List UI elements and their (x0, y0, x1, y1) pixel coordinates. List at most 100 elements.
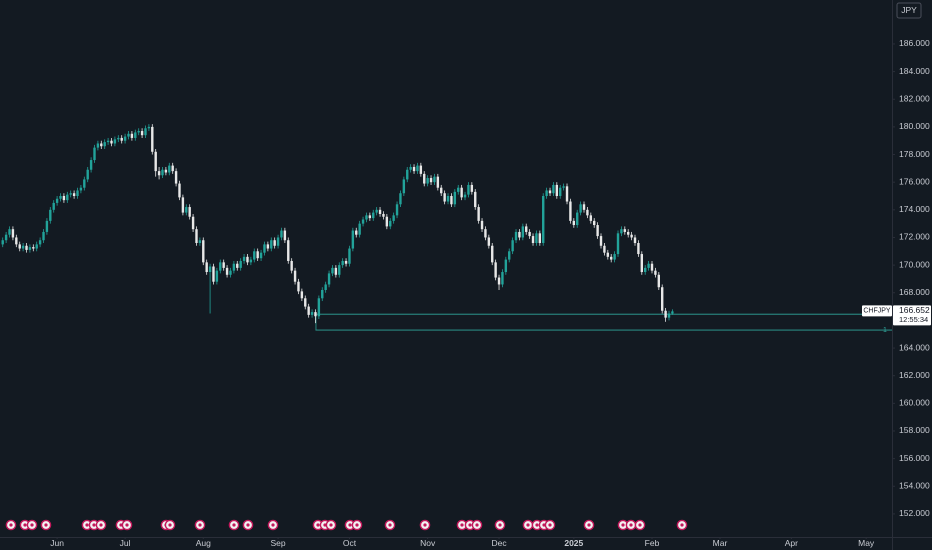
candle-body (154, 151, 157, 172)
candle-body (229, 270, 232, 275)
event-icon-dot (348, 523, 352, 527)
candle-body (35, 244, 38, 249)
candle-body (317, 298, 321, 317)
candle-body (79, 187, 83, 191)
candle-body (355, 230, 358, 235)
countdown-label: 12:55:34 (899, 315, 928, 324)
candle-body (120, 137, 123, 141)
candle-body (144, 128, 147, 136)
candle-body (185, 207, 188, 213)
candle-body (181, 197, 185, 213)
candle-body (304, 298, 307, 307)
candle-body (440, 187, 443, 194)
x-tick-label: Jun (50, 538, 64, 548)
candle-body (644, 267, 647, 273)
candle-body (412, 166, 416, 172)
candle-body (423, 173, 426, 184)
candle-body (38, 240, 42, 245)
y-tick-label: 156.000 (899, 453, 930, 463)
candle-body (542, 196, 545, 243)
candle-body (338, 265, 341, 275)
y-tick-label: 170.000 (899, 259, 930, 269)
event-icon-dot (460, 523, 464, 527)
candle-body (25, 245, 28, 250)
candle-body (593, 220, 596, 226)
candle-body (406, 169, 409, 180)
candle-body (647, 263, 650, 268)
candle-body (93, 147, 96, 161)
candle-body (613, 254, 616, 260)
candle-body (630, 234, 633, 238)
event-icon-dot (475, 523, 479, 527)
candle-body (236, 263, 239, 268)
candle-body (562, 186, 565, 188)
candle-body (8, 229, 11, 235)
candle-body (610, 256, 613, 260)
candle-body (385, 216, 389, 227)
candle-body (283, 230, 287, 241)
candle-body (83, 179, 86, 188)
x-tick-label: Dec (491, 538, 507, 548)
candle-body (623, 229, 627, 232)
candle-body (191, 216, 195, 230)
candle-body (358, 223, 361, 235)
candle-body (474, 191, 477, 208)
candle-body (168, 165, 171, 173)
event-icon-dot (232, 523, 236, 527)
candle-body (535, 233, 538, 243)
x-tick-label: Aug (196, 538, 211, 548)
candle-body (11, 229, 15, 238)
candle-body (225, 267, 229, 275)
candle-body (69, 193, 72, 195)
candle-body (368, 215, 372, 219)
currency-box[interactable] (896, 2, 922, 19)
candle-body (161, 169, 164, 176)
candle-body (106, 140, 110, 143)
candle-body (548, 190, 552, 194)
candle-body (151, 126, 154, 152)
candle-body (599, 236, 603, 246)
candle-body (310, 312, 314, 315)
candle-body (429, 178, 433, 183)
last-price-box (893, 305, 931, 326)
event-icon-dot (246, 523, 250, 527)
candle-body (59, 196, 62, 199)
candle-body (215, 270, 219, 282)
candle-body (661, 287, 664, 311)
candle-body (259, 252, 263, 259)
y-tick-label: 176.000 (899, 176, 930, 186)
event-icon-dot (638, 523, 642, 527)
event-icon-dot (85, 523, 89, 527)
candle-body (640, 254, 644, 273)
candle-body (140, 131, 144, 136)
candle-body (671, 311, 674, 314)
candle-body (195, 229, 198, 243)
candle-body (15, 237, 18, 245)
event-icon-dot (423, 523, 427, 527)
candle-body (433, 176, 436, 183)
x-tick-label: Nov (420, 538, 436, 548)
candle-body (552, 184, 555, 194)
candle-body (198, 240, 202, 243)
candle-body (52, 202, 55, 210)
candle-body (66, 194, 69, 201)
event-icon-dot (125, 523, 129, 527)
x-tick-label: May (858, 538, 875, 548)
candle-body (89, 160, 93, 170)
candle-body (477, 207, 480, 221)
event-icon-dot (198, 523, 202, 527)
candle-body (372, 212, 375, 219)
candle-body (86, 169, 89, 180)
candle-body (565, 186, 569, 202)
candle-body (419, 165, 423, 174)
candle-body (487, 237, 491, 246)
candle-body (171, 165, 174, 172)
candle-body (497, 277, 501, 285)
candle-body (399, 193, 402, 205)
candle-body (402, 179, 406, 194)
candle-body (232, 263, 236, 271)
candle-body (395, 204, 399, 216)
candle-body (96, 143, 100, 148)
y-tick-label: 182.000 (899, 93, 930, 103)
